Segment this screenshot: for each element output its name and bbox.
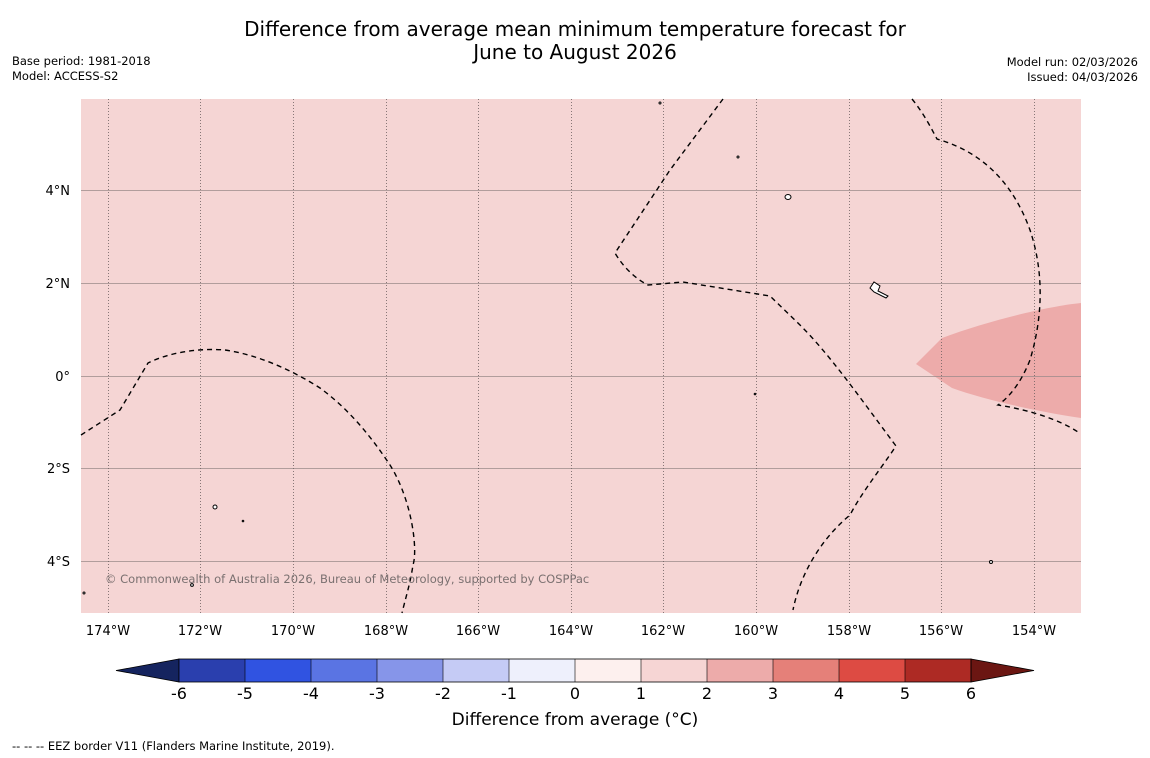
colorbar-segment [773, 659, 839, 682]
colorbar-label: Difference from average (°C) [451, 710, 699, 730]
anomaly-region-2-3 [916, 303, 1081, 418]
lon-label: 174°W [86, 624, 130, 639]
lon-label: 172°W [178, 624, 222, 639]
colorbar-segment [377, 659, 443, 682]
lon-label: 166°W [456, 624, 500, 639]
colorbar-segment [575, 659, 641, 682]
colorbar-segment [443, 659, 509, 682]
eez-legend-note: -- -- -- EEZ border V11 (Flanders Marine… [12, 739, 335, 753]
colorbar-tick: 6 [966, 684, 976, 703]
island [753, 392, 757, 396]
island [658, 101, 662, 105]
map-background [81, 99, 1081, 613]
model-run-date: Model run: 02/03/2026 [1006, 55, 1138, 69]
lat-label: 2°S [47, 462, 70, 477]
colorbar-tick: -3 [369, 684, 385, 703]
run-info: Model run: 02/03/2026 Issued: 04/03/2026 [1007, 55, 1138, 85]
eez-border-east [911, 98, 1079, 433]
colorbar-segment [641, 659, 707, 682]
lat-label: 4°N [46, 184, 71, 199]
colorbar-tick: 4 [834, 684, 844, 703]
colorbar-extend-low [115, 658, 180, 683]
colorbar-tick: 5 [900, 684, 910, 703]
island [82, 591, 86, 595]
colorbar-segment [179, 659, 245, 682]
colorbar-segment [707, 659, 773, 682]
colorbar-tick: 2 [702, 684, 712, 703]
lon-labels: 174°W 172°W 170°W 168°W 166°W 164°W 162°… [86, 624, 1056, 639]
lon-label: 154°W [1012, 624, 1056, 639]
lat-gridlines [81, 190, 1081, 562]
lat-label: 2°N [46, 277, 71, 292]
colorbar-tick: 0 [570, 684, 580, 703]
lon-label: 158°W [827, 624, 871, 639]
island [212, 504, 218, 510]
colorbar-tick: -5 [237, 684, 253, 703]
colorbar-segment [311, 659, 377, 682]
colorbar-dividers [244, 659, 906, 682]
lon-label: 168°W [364, 624, 408, 639]
island [989, 560, 993, 564]
colorbar-segment [245, 659, 311, 682]
map-title: Difference from average mean minimum tem… [0, 18, 1150, 64]
colorbar-ticks: -6 -5 -4 -3 -2 -1 0 1 2 3 4 5 6 [171, 684, 976, 703]
lon-label: 162°W [641, 624, 685, 639]
colorbar-segment [509, 659, 575, 682]
island [190, 583, 194, 587]
model-info: Base period: 1981-2018 Model: ACCESS-S2 [12, 54, 151, 84]
eez-border-central [614, 98, 897, 611]
colorbar-outline [178, 658, 972, 683]
title-line-1: Difference from average mean minimum tem… [244, 17, 906, 41]
colorbar-tick: -1 [501, 684, 517, 703]
map-area[interactable]: © Commonwealth of Australia 2026, Bureau… [80, 98, 1081, 614]
colorbar-extend-high [970, 658, 1035, 683]
title-line-2: June to August 2026 [473, 40, 677, 64]
lon-label: 156°W [919, 624, 963, 639]
islands [82, 101, 993, 595]
island [784, 194, 792, 200]
model-name: Model: ACCESS-S2 [12, 69, 119, 83]
colorbar-tick: -2 [435, 684, 451, 703]
eez-border-west [80, 348, 416, 614]
lat-label: 0° [55, 370, 70, 385]
colorbar-segment [905, 659, 971, 682]
lat-label: 4°S [47, 555, 70, 570]
lat-labels: 4°N 2°N 0° 2°S 4°S [46, 184, 71, 570]
island [736, 155, 740, 159]
colorbar-tick: 1 [636, 684, 646, 703]
copyright-notice: © Commonwealth of Australia 2026, Bureau… [105, 572, 589, 586]
colorbar: -6 -5 -4 -3 -2 -1 0 1 2 3 4 5 6 [115, 658, 1035, 703]
colorbar-tick: -4 [303, 684, 319, 703]
lon-label: 170°W [271, 624, 315, 639]
lon-label: 164°W [549, 624, 593, 639]
colorbar-segment [839, 659, 905, 682]
colorbar-tick: 3 [768, 684, 778, 703]
base-period: Base period: 1981-2018 [12, 54, 151, 68]
lon-label: 160°W [734, 624, 778, 639]
island [869, 281, 889, 299]
colorbar-tick: -6 [171, 684, 187, 703]
issued-date: Issued: 04/03/2026 [1027, 70, 1138, 84]
eez-borders [80, 98, 1079, 614]
island [241, 519, 245, 523]
